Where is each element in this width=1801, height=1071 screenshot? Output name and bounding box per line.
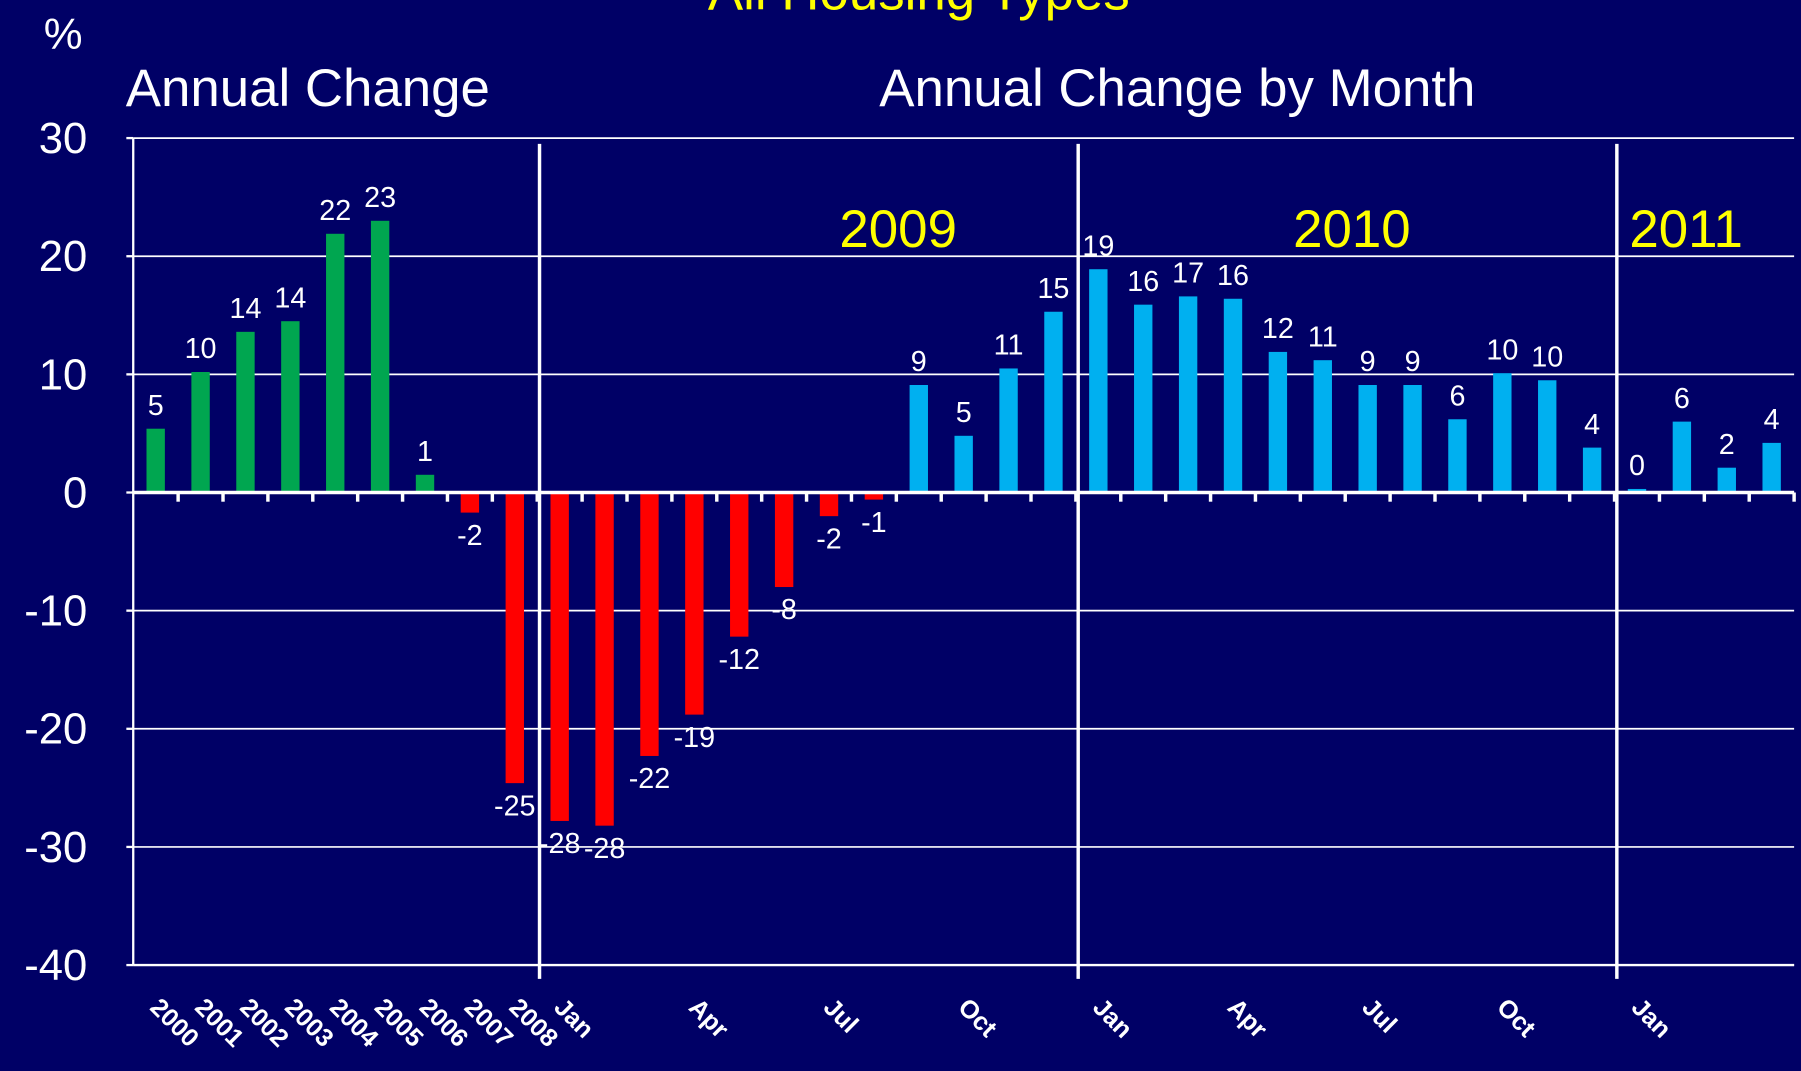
year-annotation: 2009 xyxy=(839,200,957,259)
y-tick-label: -20 xyxy=(24,705,87,754)
bar xyxy=(1044,311,1063,493)
data-label: -2 xyxy=(457,520,483,552)
bar xyxy=(1268,351,1288,493)
bar xyxy=(1627,488,1647,493)
data-label: 12 xyxy=(1262,313,1294,345)
panel-title: Annual Change by Month xyxy=(879,59,1475,118)
bar xyxy=(819,492,839,517)
data-label: 5 xyxy=(956,397,972,429)
y-tick-label: 20 xyxy=(39,232,88,281)
y-tick-label: -40 xyxy=(24,941,87,990)
data-label: -28 xyxy=(584,833,626,865)
year-annotation: 2010 xyxy=(1293,200,1411,259)
data-label: -25 xyxy=(494,790,535,822)
bar xyxy=(1178,296,1198,493)
data-label: 9 xyxy=(911,346,927,378)
panel-title: Annual Change xyxy=(126,59,490,118)
bar xyxy=(1089,269,1108,493)
data-label: 19 xyxy=(1082,230,1114,262)
data-label: 2 xyxy=(1719,429,1735,461)
bar xyxy=(146,428,165,493)
data-label: 6 xyxy=(1674,383,1690,415)
data-label: 16 xyxy=(1217,260,1249,292)
bar xyxy=(1223,298,1243,493)
data-label: 9 xyxy=(1360,346,1376,378)
bar xyxy=(415,474,435,493)
bar xyxy=(595,492,614,826)
bar xyxy=(1358,385,1377,493)
bar xyxy=(1672,421,1692,493)
data-label: 4 xyxy=(1764,404,1780,436)
bar xyxy=(1313,360,1332,493)
y-tick-label: 30 xyxy=(39,114,88,163)
data-label: 5 xyxy=(148,390,164,422)
data-label: 10 xyxy=(1531,341,1563,373)
bar xyxy=(460,492,480,513)
data-label: -12 xyxy=(718,644,760,676)
data-label: -22 xyxy=(629,763,671,795)
data-label: 15 xyxy=(1037,273,1069,305)
bar xyxy=(1538,380,1557,493)
bar xyxy=(1403,385,1422,493)
bar xyxy=(1582,447,1602,493)
bar xyxy=(999,368,1018,493)
chart-title: All Housing Types xyxy=(708,0,1130,21)
y-tick-label: 0 xyxy=(63,468,87,517)
bar xyxy=(1134,304,1153,493)
data-label: 14 xyxy=(229,293,261,325)
data-label: 4 xyxy=(1584,409,1600,441)
data-label: 0 xyxy=(1629,450,1645,482)
bar xyxy=(191,372,210,493)
bar xyxy=(505,492,524,784)
bar xyxy=(550,492,569,821)
bar xyxy=(1762,442,1781,493)
bar xyxy=(909,385,928,493)
bar xyxy=(640,492,659,756)
data-label: 11 xyxy=(1308,321,1338,353)
data-label: -28 xyxy=(539,828,581,860)
bar xyxy=(326,233,345,493)
data-label: -1 xyxy=(861,507,887,539)
bar xyxy=(236,331,255,493)
y-tick-label: -10 xyxy=(24,587,87,636)
data-label: -8 xyxy=(771,594,797,626)
data-label: 23 xyxy=(364,182,396,214)
y-axis-label: % xyxy=(44,9,83,58)
data-label: 9 xyxy=(1405,346,1421,378)
y-tick-label: 10 xyxy=(39,350,88,399)
data-label: 1 xyxy=(417,436,433,468)
data-label: 17 xyxy=(1172,258,1204,290)
data-label: 11 xyxy=(994,330,1024,362)
year-annotation: 2011 xyxy=(1629,200,1743,259)
data-label: 10 xyxy=(185,333,217,365)
data-label: -19 xyxy=(674,722,716,754)
bar xyxy=(1493,373,1512,493)
bar xyxy=(730,492,749,637)
y-tick-label: -30 xyxy=(24,823,87,872)
bar xyxy=(685,492,704,715)
bar xyxy=(281,321,300,493)
bar xyxy=(1448,419,1467,493)
data-label: -2 xyxy=(816,523,842,555)
bar xyxy=(954,435,973,493)
data-label: 6 xyxy=(1449,380,1465,412)
bar xyxy=(1717,467,1736,493)
bar xyxy=(370,220,390,493)
bar xyxy=(864,492,884,500)
bar xyxy=(774,492,794,588)
data-label: 14 xyxy=(274,282,306,314)
data-label: 22 xyxy=(319,195,351,227)
data-label: 10 xyxy=(1486,334,1518,366)
data-label: 16 xyxy=(1127,266,1159,298)
